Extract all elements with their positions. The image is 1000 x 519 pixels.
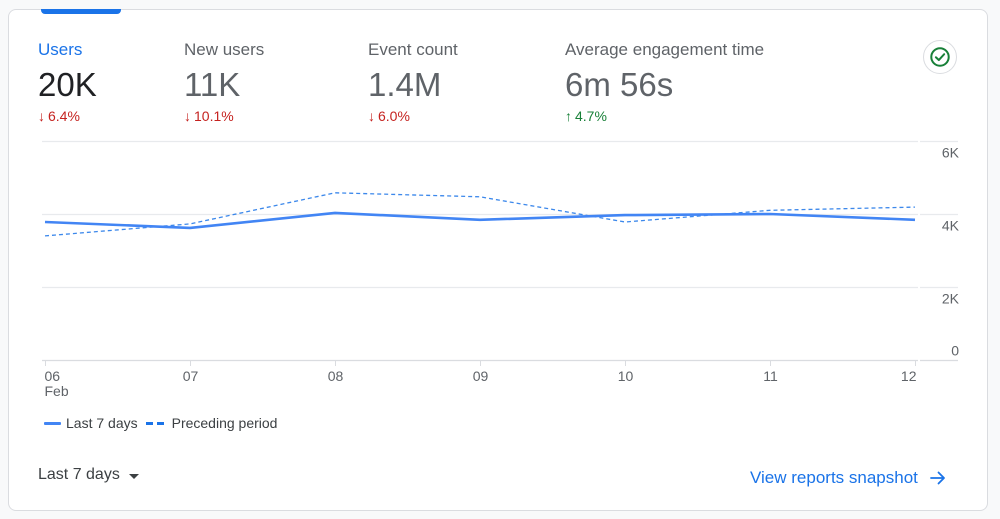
arrow-down-icon: ↓ xyxy=(38,108,45,124)
metric-value: 6m 56s xyxy=(565,66,674,103)
metric-value: 11K xyxy=(184,66,241,103)
series-line-preceding-period xyxy=(44,192,916,237)
y-tick-label: 0 xyxy=(951,343,959,359)
arrow-right-icon xyxy=(930,470,946,486)
x-tick-label: 11 xyxy=(763,368,778,384)
x-tick-label: 06 xyxy=(45,368,61,384)
date-range-label: Last 7 days xyxy=(38,466,120,483)
metric-label: Average engagement time xyxy=(565,40,765,59)
x-tick-label: 08 xyxy=(328,368,344,384)
arrow-down-icon: ↓ xyxy=(368,108,375,124)
metric-value: 1.4M xyxy=(368,66,442,103)
metric-delta-value: 6.4% xyxy=(48,108,80,124)
metric-delta: ↓ 6.0% xyxy=(368,108,458,124)
x-tick-sublabel: Feb xyxy=(45,383,69,399)
arrow-down-icon: ↓ xyxy=(184,108,191,124)
y-tick-label: 2K xyxy=(942,291,960,307)
metric-delta-value: 10.1% xyxy=(194,108,234,124)
x-tick-label: 12 xyxy=(901,368,917,384)
overview-card xyxy=(8,9,988,511)
caret-down-icon xyxy=(128,473,139,479)
metric-tab-new-users[interactable]: New users 11K ↓ 10.1% xyxy=(184,40,264,124)
metric-delta: ↑ 4.7% xyxy=(565,108,764,124)
date-range-dropdown[interactable]: Last 7 days xyxy=(38,466,139,484)
metric-tab-avg-engagement-time[interactable]: Average engagement time 6m 56s ↑ 4.7% xyxy=(565,40,764,124)
metric-label: New users xyxy=(184,40,265,59)
solid-line-swatch-icon xyxy=(44,421,61,425)
metric-label: Event count xyxy=(368,40,458,59)
metric-delta-value: 6.0% xyxy=(378,108,410,124)
x-tick-label: 07 xyxy=(183,368,199,384)
legend-label: Preceding period xyxy=(171,415,278,431)
metric-label: Users xyxy=(38,40,83,59)
metric-tab-event-count[interactable]: Event count 1.4M ↓ 6.0% xyxy=(368,40,458,124)
metric-delta: ↓ 6.4% xyxy=(38,108,97,124)
metric-tab-users[interactable]: Users 20K ↓ 6.4% xyxy=(38,40,97,124)
metric-delta-value: 4.7% xyxy=(575,108,607,124)
x-tick-label: 09 xyxy=(473,368,489,384)
legend-label: Last 7 days xyxy=(66,415,138,431)
series-line-last-7-days xyxy=(44,211,916,230)
metric-value: 20K xyxy=(38,66,97,103)
view-reports-snapshot-link[interactable]: View reports snapshot xyxy=(750,468,946,488)
chart-legend: Last 7 days Preceding period xyxy=(44,415,285,431)
legend-item-previous: Preceding period xyxy=(145,415,278,431)
arrow-up-icon: ↑ xyxy=(565,108,572,124)
legend-item-current: Last 7 days xyxy=(44,415,138,431)
y-tick-label: 4K xyxy=(942,218,960,234)
data-quality-badge[interactable] xyxy=(923,40,957,74)
link-label: View reports snapshot xyxy=(750,468,918,487)
dashed-line-swatch-icon xyxy=(145,421,164,425)
active-tab-indicator xyxy=(41,9,121,14)
check-circle-icon xyxy=(930,47,950,67)
metric-delta: ↓ 10.1% xyxy=(184,108,264,124)
x-tick-label: 10 xyxy=(618,368,634,384)
y-tick-label: 6K xyxy=(942,145,960,161)
